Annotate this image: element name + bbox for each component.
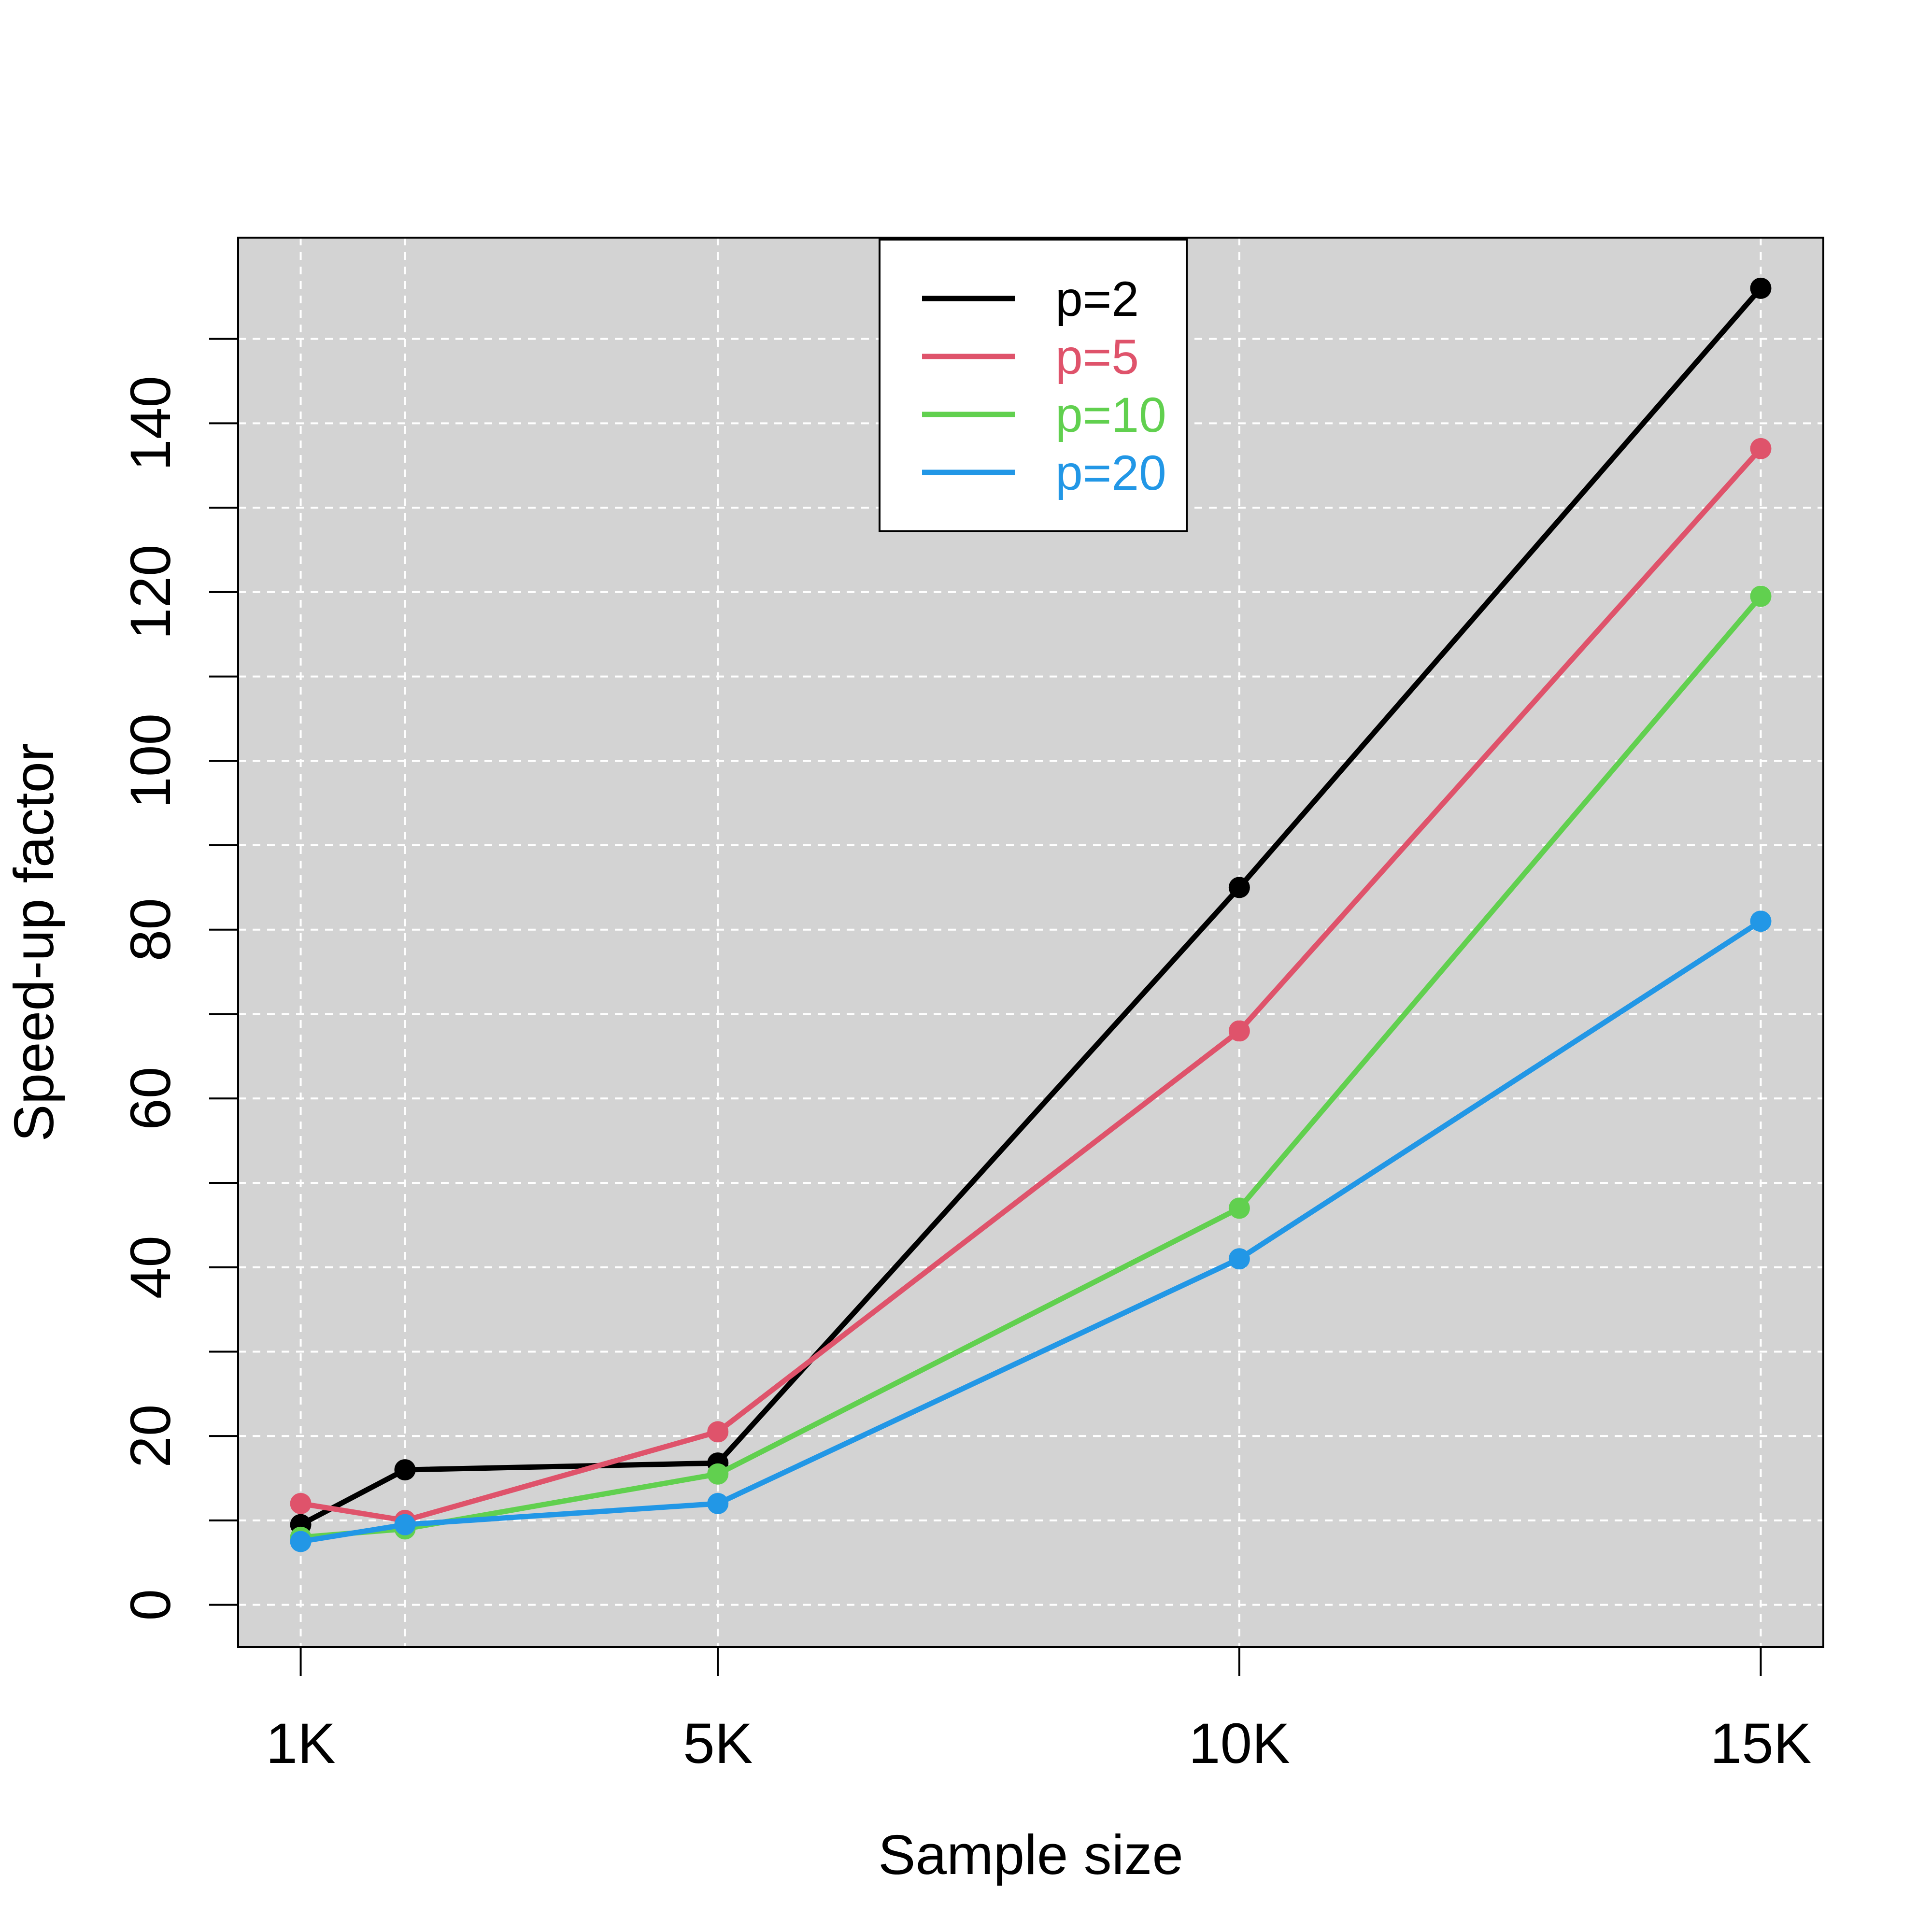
data-point	[707, 1463, 729, 1485]
series-p=2	[290, 277, 1772, 1535]
y-tick-label: 40	[119, 1236, 183, 1299]
x-tick-label: 1K	[266, 1712, 335, 1776]
x-tick-label: 5K	[683, 1712, 753, 1776]
legend: p=2p=5p=10p=20	[879, 239, 1188, 532]
y-tick-label: 140	[119, 376, 183, 471]
y-tick-label: 0	[119, 1589, 183, 1621]
data-point	[1228, 1197, 1250, 1219]
y-tick-label: 100	[119, 713, 183, 809]
data-series	[290, 277, 1772, 1552]
y-tick-label: 80	[119, 898, 183, 961]
x-axis-title: Sample size	[878, 1823, 1183, 1886]
y-tick-label: 60	[119, 1067, 183, 1130]
data-point	[1750, 438, 1772, 459]
data-point	[707, 1421, 729, 1443]
data-point	[290, 1492, 312, 1514]
x-tick-label: 15K	[1710, 1712, 1811, 1776]
y-axis-title: Speed-up factor	[2, 743, 65, 1141]
series-p=20	[290, 910, 1772, 1552]
legend-box	[879, 239, 1188, 532]
legend-label: p=10	[1055, 387, 1166, 442]
data-point	[1228, 877, 1250, 898]
data-point	[1750, 910, 1772, 932]
data-point	[1228, 1248, 1250, 1270]
legend-label: p=5	[1055, 329, 1139, 384]
data-point	[394, 1459, 416, 1481]
data-point	[1228, 1020, 1250, 1042]
data-point	[1750, 277, 1772, 299]
y-tick-label: 120	[119, 544, 183, 639]
data-point	[1750, 585, 1772, 607]
y-tick-label: 20	[119, 1405, 183, 1468]
axes: 0 20 40 60 80 100 120 140 1K 5K 10K 15K	[119, 338, 1811, 1776]
x-tick-label: 10K	[1189, 1712, 1290, 1776]
data-point	[707, 1492, 729, 1514]
data-point	[394, 1514, 416, 1535]
legend-label: p=20	[1055, 445, 1166, 500]
legend-label: p=2	[1055, 271, 1139, 327]
data-point	[290, 1531, 312, 1552]
